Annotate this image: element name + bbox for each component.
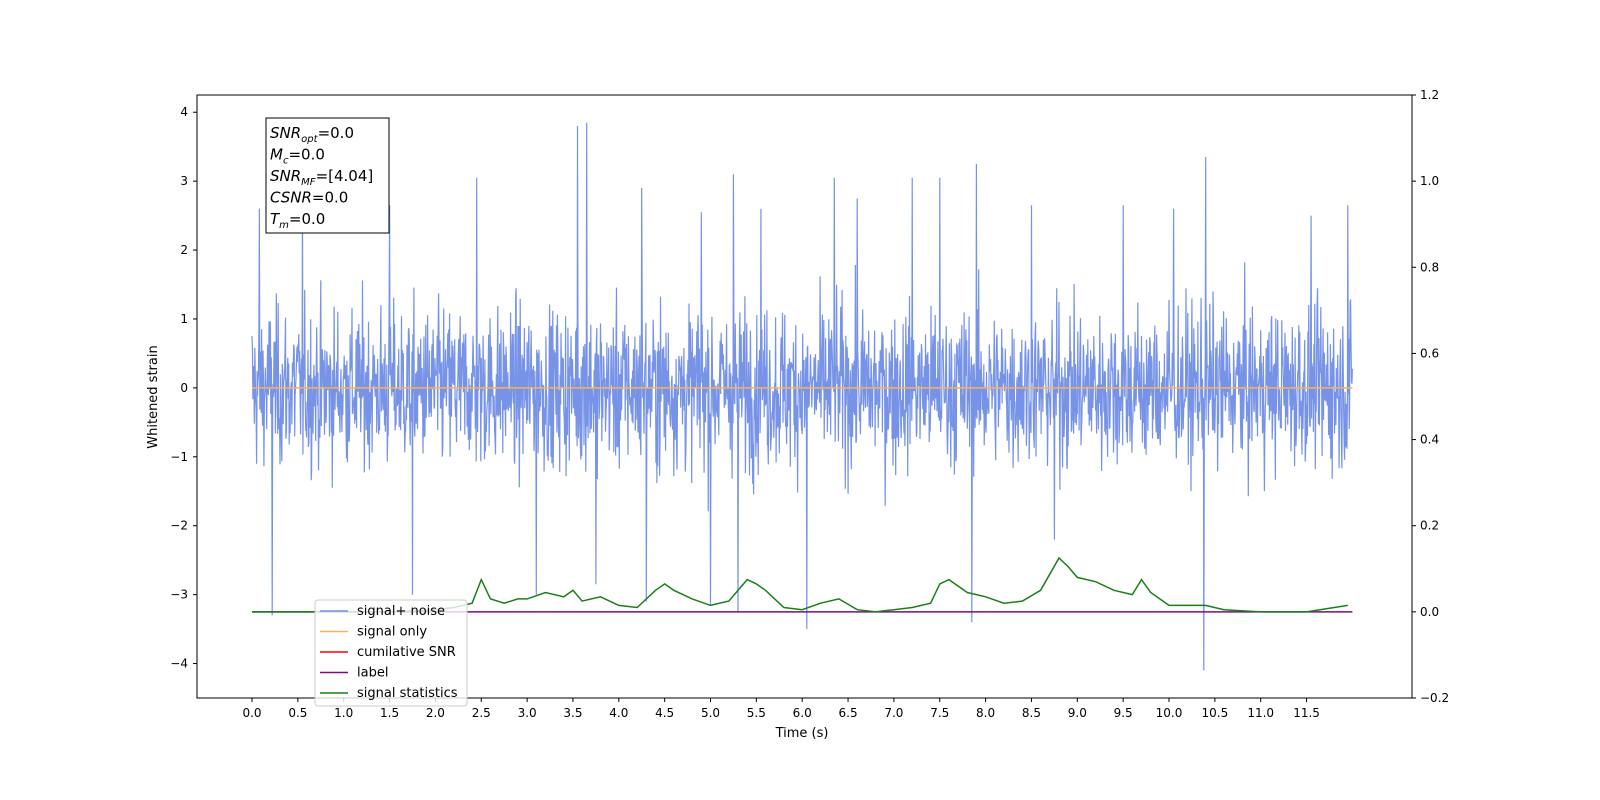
y2-tick-label: 0.0: [1420, 605, 1439, 619]
y-tick-label: −1: [170, 450, 188, 464]
annotation-symbol: SNR: [270, 124, 301, 142]
annotation-value: =0.0: [318, 124, 354, 142]
legend-entry: signal only: [357, 625, 427, 640]
y2-tick-label: 0.4: [1420, 433, 1439, 447]
annotation-symbol: SNR: [270, 167, 301, 185]
y-tick-label: 3: [180, 174, 188, 188]
x-tick-label: 0.5: [288, 706, 307, 720]
x-tick-label: 11.5: [1293, 706, 1320, 720]
x-tick-label: 8.0: [976, 706, 995, 720]
series-signal-statistics: [252, 556, 1348, 613]
annotation-line: SNRopt=0.0: [270, 124, 354, 145]
annotation-subscript: m: [279, 220, 289, 231]
annotation-symbol: M: [270, 146, 283, 164]
y-tick-label: 1: [180, 312, 188, 326]
annotation-subscript: c: [283, 156, 289, 167]
x-axis-label: Time (s): [775, 726, 829, 741]
y2-tick-label: 0.8: [1420, 260, 1439, 274]
x-tick-label: 6.0: [793, 706, 812, 720]
annotation-value: =0.0: [289, 210, 325, 228]
y-tick-label: −4: [170, 657, 188, 671]
annotation-value: =[4.04]: [316, 167, 374, 185]
annotation-line: SNRMF=[4.04]: [270, 167, 373, 188]
x-tick-label: 10.0: [1156, 706, 1183, 720]
x-tick-label: 2.5: [472, 706, 491, 720]
annotation-symbol: T: [270, 210, 281, 228]
annotation-line: Mc=0.0: [270, 146, 325, 167]
x-tick-label: 0.0: [242, 706, 261, 720]
annotation-subscript: opt: [301, 134, 318, 145]
legend-entry: signal statistics: [357, 686, 458, 701]
x-axis: 0.0 0.5 1.0 1.5 2.0 2.5 3.0 3.5 4.0 4.5 5.0 5.5 6.0 6…: [242, 698, 1320, 720]
series-signal-noise: [251, 122, 1353, 671]
x-tick-label: 4.0: [609, 706, 628, 720]
x-tick-label: 7.5: [930, 706, 949, 720]
x-tick-label: 1.0: [334, 706, 353, 720]
y2-tick-label: 1.0: [1420, 174, 1439, 188]
legend-entry: signal+ noise: [357, 604, 445, 619]
x-tick-label: 4.5: [655, 706, 674, 720]
y2-tick-label: 0.2: [1420, 519, 1439, 533]
y-tick-label: 0: [180, 381, 188, 395]
x-tick-label: 9.5: [1114, 706, 1133, 720]
noise-series-layer: [251, 122, 1353, 671]
y-axis-label: Whitened strain: [146, 345, 161, 448]
y-tick-label: −3: [170, 588, 188, 602]
y-axis-left: 4 3 2 1 0 −1 −2 −3 −4: [170, 105, 197, 671]
x-tick-label: 10.5: [1201, 706, 1228, 720]
annotation-box: SNRopt=0.0Mc=0.0SNRMF=[4.04]CSNR=0.0Tm=0…: [265, 117, 390, 234]
x-tick-label: 11.0: [1247, 706, 1274, 720]
annotation-value: =0.0: [312, 189, 348, 207]
x-tick-label: 1.5: [380, 706, 399, 720]
y-axis-right: 1.2 1.0 0.8 0.6 0.4 0.2 0.0 −0.2: [1412, 88, 1449, 705]
y-tick-label: −2: [170, 519, 188, 533]
x-tick-label: 8.5: [1022, 706, 1041, 720]
legend-entry: cumilative SNR: [357, 645, 456, 660]
annotation-line: CSNR=0.0: [270, 189, 348, 207]
annotation-subscript: MF: [301, 177, 316, 188]
x-tick-label: 2.0: [426, 706, 445, 720]
annotation-symbol: CSNR: [270, 189, 312, 207]
legend-entry: label: [357, 666, 388, 681]
legend-frame: [314, 599, 468, 707]
annotation-value: =0.0: [288, 146, 324, 164]
x-tick-label: 3.5: [563, 706, 582, 720]
x-tick-label: 7.0: [884, 706, 903, 720]
x-tick-label: 3.0: [518, 706, 537, 720]
annotation-line: Tm=0.0: [270, 210, 325, 231]
y2-tick-label: 1.2: [1420, 88, 1439, 102]
annotation-frame: [265, 117, 390, 234]
y-tick-label: 4: [180, 105, 188, 119]
x-tick-label: 9.0: [1068, 706, 1087, 720]
x-tick-label: 6.5: [839, 706, 858, 720]
x-tick-label: 5.0: [701, 706, 720, 720]
y-tick-label: 2: [180, 243, 188, 257]
y2-tick-label: −0.2: [1420, 691, 1449, 705]
y2-tick-label: 0.6: [1420, 346, 1439, 360]
legend: signal+ noise signal only cumilative SNR la…: [314, 599, 468, 707]
plot-frame: [196, 94, 1413, 699]
x-tick-label: 5.5: [747, 706, 766, 720]
